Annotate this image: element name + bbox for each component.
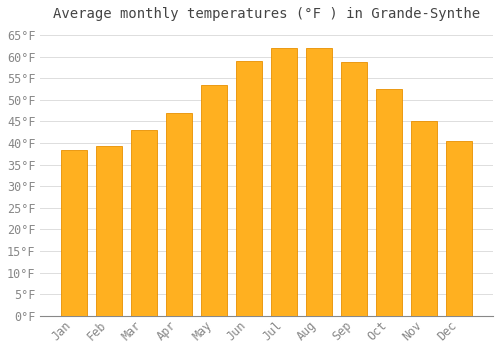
Bar (96, 147, 122, 316)
Bar (341, 62, 367, 316)
Bar (271, 48, 297, 316)
Title: Average monthly temperatures (°F ) in Grande-Synthe: Average monthly temperatures (°F ) in Gr… (53, 7, 480, 21)
Bar (131, 130, 157, 316)
Bar (411, 121, 438, 316)
Bar (236, 61, 262, 316)
Bar (166, 113, 192, 316)
Bar (446, 141, 472, 316)
Bar (376, 89, 402, 316)
Bar (201, 85, 228, 316)
Bar (61, 149, 87, 316)
Bar (306, 48, 332, 316)
